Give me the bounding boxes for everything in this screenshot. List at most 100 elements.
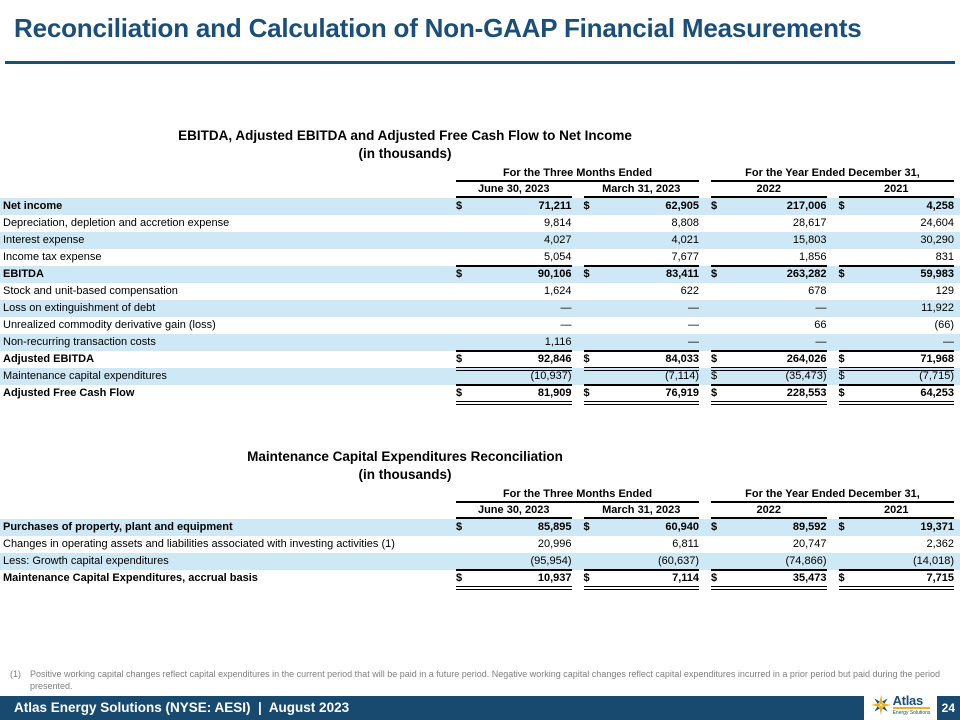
cell-value: (35,473): [785, 370, 827, 382]
header-spacer: [0, 166, 450, 182]
value-cell-inner: (60,637): [583, 553, 699, 571]
value-cell-inner: $19,371: [839, 519, 955, 536]
dollar-sign: $: [711, 200, 718, 212]
column-group-label: For the Year Ended December 31,: [711, 487, 954, 503]
value-cell-inner: $263,282: [711, 266, 827, 283]
table-ebitda-reconciliation: EBITDA, Adjusted EBITDA and Adjusted Fre…: [0, 127, 960, 405]
value-cell-inner: (95,954): [456, 553, 572, 571]
column-group-label: For the Three Months Ended: [456, 487, 699, 503]
row-label: Income tax expense: [3, 251, 102, 263]
cell-value: 678: [808, 285, 827, 297]
value-cell: 24,604: [833, 215, 960, 232]
value-cell: 15,803: [705, 232, 833, 249]
cell-value: 24,604: [920, 217, 954, 229]
dollar-sign: $: [838, 387, 845, 399]
footer-bar: Atlas Energy Solutions (NYSE: AESI) | Au…: [0, 696, 960, 720]
value-cell: $76,919: [578, 385, 706, 405]
column-group-label: For the Year Ended December 31,: [711, 166, 954, 182]
value-cell: (7,114): [578, 368, 706, 386]
table-row: Maintenance capital expenditures (10,937)…: [0, 368, 960, 386]
starburst-icon: [870, 695, 891, 715]
value-cell: $71,968: [833, 351, 960, 371]
row-label: Interest expense: [3, 234, 85, 246]
value-cell: 8,808: [578, 215, 706, 232]
cell-value: 35,473: [792, 572, 827, 584]
cell-value: 66: [814, 319, 827, 331]
cell-value: (10,937): [530, 370, 572, 382]
dollar-sign: $: [711, 521, 718, 533]
value-cell: $83,411: [578, 266, 706, 283]
value-cell: —: [578, 300, 706, 317]
row-label: Maintenance capital expenditures: [3, 370, 167, 382]
value-cell-inner: $264,026: [711, 351, 827, 371]
cell-value: 60,940: [665, 521, 699, 533]
row-label: Depreciation, depletion and accretion ex…: [3, 217, 230, 229]
table-subtitle: (in thousands): [358, 467, 452, 482]
row-label: Adjusted EBITDA: [3, 353, 95, 365]
value-cell: $263,282: [705, 266, 833, 283]
table-row: EBITDA $90,106 $83,411 $263,282 $59,983: [0, 266, 960, 283]
footnote-text: Positive working capital changes reflect…: [30, 669, 941, 691]
page-title: Reconciliation and Calculation of Non-GA…: [14, 13, 862, 43]
dollar-sign: $: [711, 370, 718, 382]
value-cell-inner: $7,715: [838, 570, 954, 590]
table-maintenance-capex-reconciliation: Maintenance Capital Expenditures Reconci…: [0, 448, 960, 590]
value-cell: $59,983: [833, 266, 960, 283]
cell-value: 28,617: [792, 217, 827, 229]
cell-value: 20,747: [792, 538, 827, 550]
cell-value: —: [943, 336, 954, 348]
value-cell-inner: $4,258: [839, 198, 955, 215]
value-cell: 28,617: [705, 215, 833, 232]
cell-value: 4,027: [543, 234, 572, 246]
cell-value: 4,021: [671, 234, 699, 246]
value-cell: —: [578, 334, 706, 352]
cell-value: 1,116: [544, 336, 572, 348]
value-cell-inner: —: [583, 334, 699, 352]
cell-value: 89,592: [792, 521, 827, 533]
value-cell-inner: $60,940: [584, 519, 700, 536]
row-label: Maintenance Capital Expenditures, accrua…: [3, 572, 258, 584]
cell-value: 83,411: [665, 268, 699, 280]
value-cell-inner: $85,895: [456, 519, 572, 536]
value-cell-inner: $10,937: [456, 570, 572, 590]
cell-value: (95,954): [530, 555, 572, 567]
cell-value: 8,808: [671, 217, 699, 229]
value-cell-inner: 831: [838, 249, 954, 267]
logo-wordmark: Atlas Energy Solutions: [892, 694, 931, 716]
cell-value: 7,715: [926, 572, 954, 584]
cell-value: 20,996: [537, 538, 572, 550]
value-cell-inner: 678: [711, 283, 827, 300]
value-cell-inner: $ (35,473): [711, 368, 827, 386]
cell-value: 10,937: [537, 572, 572, 584]
footnote-marker: (1): [10, 669, 21, 679]
column-header: 2021: [838, 503, 954, 519]
dollar-sign: $: [456, 268, 463, 280]
cell-value: —: [688, 302, 699, 314]
value-cell-inner: 1,116: [456, 334, 572, 352]
value-cell: 5,054: [450, 249, 578, 267]
value-cell: $4,258: [833, 198, 960, 215]
value-cell: 678: [705, 283, 833, 300]
dollar-sign: $: [838, 200, 845, 212]
value-cell-inner: 7,677: [583, 249, 699, 267]
value-cell: 4,027: [450, 232, 578, 249]
row-label: EBITDA: [3, 268, 44, 280]
column-group-header-row: For the Three Months Ended For the Year E…: [0, 166, 960, 182]
cell-value: 71,968: [920, 353, 954, 365]
cell-value: 217,006: [786, 200, 827, 212]
cell-value: 81,909: [537, 387, 572, 399]
value-cell-inner: (7,114): [583, 368, 699, 386]
value-cell: $85,895: [450, 519, 578, 536]
page-number: 24: [941, 701, 955, 715]
table-row: Depreciation, depletion and accretion ex…: [0, 215, 960, 232]
cell-value: (7,114): [664, 370, 699, 382]
value-cell: $89,592: [705, 519, 833, 536]
row-label: Stock and unit-based compensation: [3, 285, 178, 297]
cell-value: 90,106: [537, 268, 572, 280]
row-label: Non-recurring transaction costs: [3, 336, 156, 348]
value-cell: 2,362: [833, 536, 960, 553]
value-cell-inner: 4,027: [456, 232, 572, 249]
value-cell-inner: —: [456, 300, 572, 317]
column-header: 2021: [838, 182, 954, 198]
value-cell-inner: 129: [839, 283, 954, 300]
